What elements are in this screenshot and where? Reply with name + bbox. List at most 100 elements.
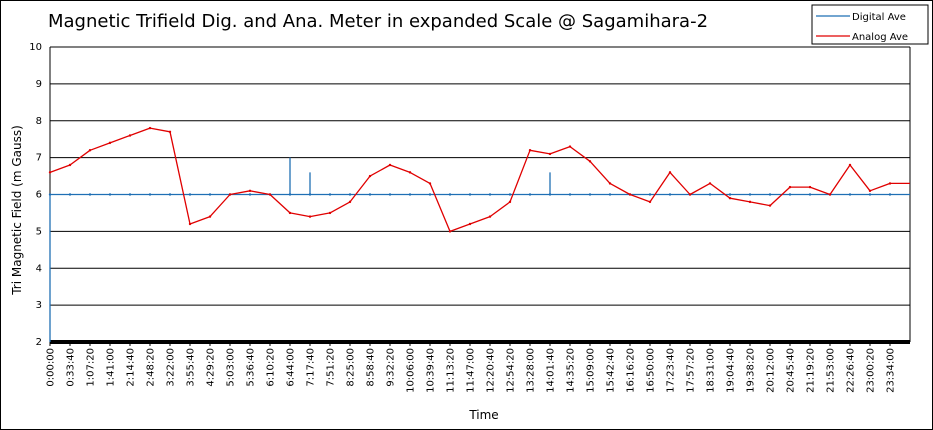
x-tick-label-17: 9:32:20 (386, 348, 397, 387)
series-analog-ave-point-11 (268, 193, 272, 196)
x-tick-label-29: 16:16:20 (626, 348, 637, 393)
series-analog-ave-point-14 (328, 211, 332, 215)
series-digital-ave-point-41 (868, 193, 872, 196)
series-analog-ave-point-2 (88, 149, 92, 152)
series-analog-ave-point-27 (588, 160, 592, 163)
series-digital-ave-point-14 (328, 193, 332, 196)
x-tick-label-42: 23:34:00 (886, 348, 897, 393)
series-analog-ave-point-3 (108, 141, 112, 145)
series-analog-ave-point-15 (348, 200, 352, 204)
series-digital-ave-point-34 (728, 193, 732, 196)
series-digital-ave-point-21 (468, 193, 472, 196)
x-tick-label-32: 17:57:20 (686, 348, 697, 393)
series-digital-ave-point-35 (748, 193, 752, 196)
x-tick-label-36: 20:12:00 (766, 348, 777, 393)
x-ticks: 0:00:00 0:33:40 1:07:20 1:41:00 2:14:40 2:48:… (46, 342, 897, 393)
x-tick-label-24: 13:28:00 (526, 348, 537, 393)
x-tick-label-20: 11:13:20 (446, 348, 457, 393)
series-digital-ave-point-27 (588, 193, 592, 196)
series-analog-ave-point-30 (648, 200, 652, 204)
series-analog-ave-point-1 (68, 163, 72, 167)
series-analog-ave-point-33 (708, 182, 712, 185)
x-tick-label-2: 1:07:20 (86, 348, 97, 387)
legend-box (811, 4, 929, 45)
x-tick-label-13: 7:17:40 (306, 348, 317, 387)
series-digital-ave-point-19 (428, 193, 432, 196)
series-analog-ave-point-6 (168, 130, 172, 134)
series-analog-ave-point-0 (48, 171, 52, 174)
series-digital-ave-point-22 (488, 193, 492, 196)
series-analog-ave-point-7 (188, 222, 192, 226)
series-analog-ave-point-4 (128, 134, 132, 137)
series-digital-ave-point-3 (108, 193, 112, 196)
series-analog-ave-point-39 (828, 193, 832, 196)
series-analog-ave-point-21 (468, 222, 472, 226)
x-tick-label-14: 7:51:20 (326, 348, 337, 387)
y-tick-label-6: 8 (36, 116, 42, 127)
series-digital-ave-point-18 (408, 193, 412, 196)
series-digital-ave-point-5 (148, 193, 152, 196)
x-tick-label-6: 3:22:00 (166, 348, 177, 387)
series-digital-ave-point-17 (388, 193, 392, 196)
series-analog-ave-point-34 (728, 196, 732, 200)
series-digital-ave-point-2 (88, 193, 92, 196)
series-digital-ave-point-38 (808, 193, 812, 196)
x-tick-label-11: 6:10:20 (266, 348, 277, 387)
series-analog-ave-point-20 (448, 230, 452, 233)
series-analog-ave-point-29 (628, 193, 632, 196)
y-tick-label-7: 9 (36, 79, 42, 90)
y-ticks: 2 3 4 5 6 7 8 9 10 (29, 42, 42, 348)
series-analog-ave-point-38 (808, 185, 812, 189)
series-analog-ave-point-19 (428, 182, 432, 185)
series-digital-ave-point-37 (788, 193, 792, 196)
series-analog-ave-point-25 (548, 152, 552, 156)
series-analog-ave-point-16 (368, 174, 372, 178)
x-axis-title: Time (468, 408, 498, 422)
legend-analog-label: Analog Ave (852, 32, 908, 43)
x-tick-label-38: 21:19:20 (806, 348, 817, 393)
legend: Digital Ave Analog Ave (811, 4, 929, 45)
x-tick-label-19: 10:39:40 (426, 348, 437, 393)
x-tick-label-10: 5:36:40 (246, 348, 257, 387)
y-tick-label-4: 6 (36, 190, 42, 201)
legend-digital-label: Digital Ave (852, 12, 906, 23)
x-tick-label-31: 17:23:40 (666, 348, 677, 393)
series-analog-ave-point-31 (668, 171, 672, 174)
x-tick-label-37: 20:45:40 (786, 348, 797, 393)
series-digital-ave-point-40 (848, 193, 852, 196)
series-digital-ave-point-36 (768, 193, 772, 196)
x-tick-label-8: 4:29:20 (206, 348, 217, 387)
series-digital-ave-point-10 (248, 193, 252, 196)
series-digital-ave-point-16 (368, 193, 372, 196)
series-digital-ave-point-7 (188, 193, 192, 196)
x-tick-label-3: 1:41:00 (106, 348, 117, 387)
series-digital-ave-point-20 (448, 193, 452, 196)
y-tick-label-3: 5 (36, 226, 42, 237)
series-digital-ave-point-30 (648, 193, 652, 196)
series-digital-ave-point-8 (208, 193, 212, 196)
series-digital-ave-point-4 (128, 193, 132, 196)
y-tick-label-2: 4 (36, 263, 42, 274)
x-tick-label-34: 19:04:40 (726, 348, 737, 393)
series-analog-ave-line (49, 127, 910, 233)
x-tick-label-4: 2:14:40 (126, 348, 137, 387)
x-tick-label-7: 3:55:40 (186, 348, 197, 387)
series-analog-ave-point-26 (568, 145, 572, 148)
series-layer (48, 126, 910, 342)
series-digital-ave-point-23 (508, 193, 512, 196)
series-analog-ave-point-10 (248, 189, 252, 193)
series-analog-ave-point-37 (788, 185, 792, 189)
series-digital-ave-point-42 (888, 193, 892, 196)
series-analog-ave-point-40 (848, 163, 852, 167)
x-tick-label-27: 15:09:00 (586, 348, 597, 393)
x-tick-label-9: 5:03:00 (226, 348, 237, 387)
x-tick-label-0: 0:00:00 (46, 348, 57, 387)
x-tick-label-5: 2:48:20 (146, 348, 157, 387)
series-analog-ave-point-8 (208, 215, 212, 218)
x-tick-label-25: 14:01:40 (546, 348, 557, 393)
x-tick-label-35: 19:38:20 (746, 348, 757, 393)
series-analog-ave-point-9 (228, 193, 232, 196)
x-tick-label-39: 21:53:00 (826, 348, 837, 393)
series-analog-ave-point-32 (688, 193, 692, 196)
x-tick-label-15: 8:25:00 (346, 348, 357, 387)
